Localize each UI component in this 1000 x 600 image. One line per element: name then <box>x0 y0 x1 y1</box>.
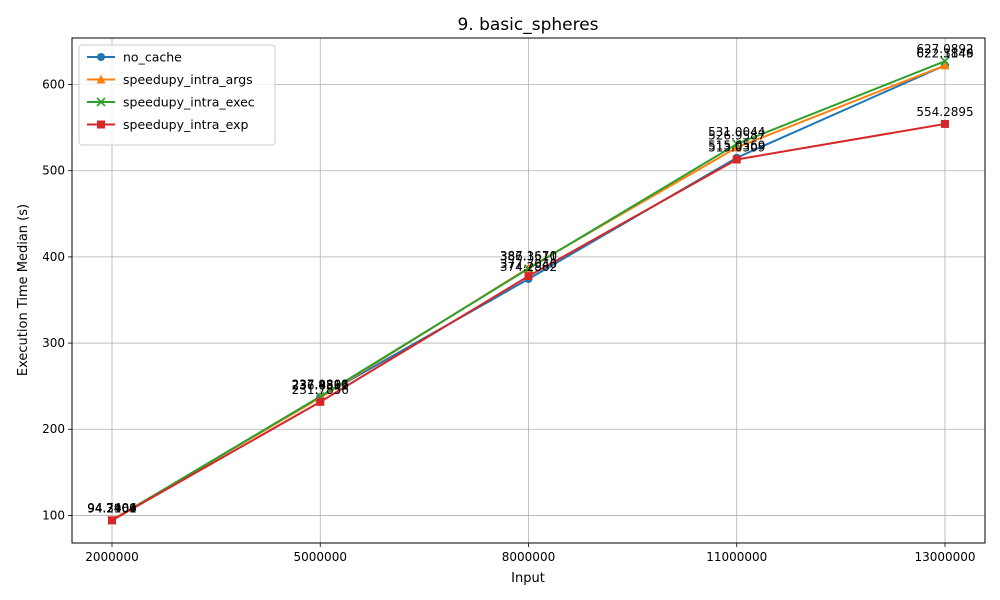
data-label: 237.4566 <box>292 378 349 392</box>
y-tick-label: 600 <box>42 78 65 92</box>
y-axis: 100 200 300 400 500 600 <box>42 78 72 522</box>
data-label: 94.7406 <box>87 501 137 515</box>
data-point <box>523 264 534 274</box>
x-tick-label: 2000000 <box>85 550 138 564</box>
data-label: 237.9891 <box>292 378 349 392</box>
data-label: 94.3109 <box>87 501 137 515</box>
data-label: 94.2401 <box>87 501 137 515</box>
x-tick-label: 5000000 <box>294 550 347 564</box>
data-point <box>97 120 105 129</box>
data-label: 531.0044 <box>708 125 765 139</box>
data-point-stroke <box>940 56 950 66</box>
data-point <box>97 53 105 61</box>
x-tick-label: 8000000 <box>502 550 555 564</box>
data-label-layer: 94.2401 237.4566 374.2862 515.0569 622.3149 9… <box>87 42 973 515</box>
chart-title: 9. basic_spheres <box>457 15 598 35</box>
data-point <box>941 119 949 128</box>
y-tick-label: 300 <box>42 336 65 350</box>
data-point <box>940 60 950 70</box>
x-tick-label: 11000000 <box>706 550 767 564</box>
legend: no_cache speedupy_intra_args speedupy_intr… <box>78 44 276 146</box>
data-label: 377.7040 <box>500 257 557 271</box>
grid-lines <box>72 38 985 543</box>
y-axis-label: Execution Time Median (s) <box>16 204 31 376</box>
data-label: 386.3511 <box>500 250 557 264</box>
data-label: 515.0569 <box>708 139 765 153</box>
data-label: 374.2862 <box>500 260 557 274</box>
y-tick-label: 500 <box>42 164 65 178</box>
legend-item-speedupy_intra_exp: speedupy_intra_exp <box>87 117 248 132</box>
y-tick-label: 100 <box>42 508 65 522</box>
data-point <box>316 397 325 406</box>
x-tick-label: 13000000 <box>914 550 975 564</box>
legend-label: speedupy_intra_exec <box>123 95 255 110</box>
data-point <box>732 155 741 164</box>
legend-label: no_cache <box>123 50 182 65</box>
y-tick-label: 400 <box>42 250 65 264</box>
legend-frame <box>78 44 276 146</box>
data-point <box>108 516 116 525</box>
data-point-stroke <box>96 97 106 107</box>
data-label: 513.0309 <box>708 140 765 154</box>
series-speedupy_intra_exp <box>108 119 949 525</box>
legend-label: speedupy_intra_args <box>123 72 253 87</box>
legend-label: speedupy_intra_exp <box>123 117 248 132</box>
data-label: 554.2895 <box>916 105 973 119</box>
data-label: 231.7856 <box>292 383 349 397</box>
data-point <box>732 139 742 149</box>
data-point <box>732 142 742 152</box>
data-point <box>940 56 950 66</box>
data-label: 94.2964 <box>87 501 137 515</box>
legend-item-speedupy_intra_args: speedupy_intra_args <box>87 72 253 87</box>
x-axis-label: Input <box>511 571 545 586</box>
legend-item-speedupy_intra_exec: speedupy_intra_exec <box>87 95 255 110</box>
legend-item-no_cache: no_cache <box>87 50 182 65</box>
data-point <box>96 74 106 84</box>
data-label: 622.3149 <box>916 46 973 60</box>
data-label: 387.1670 <box>500 249 557 263</box>
data-label: 526.9587 <box>708 128 765 142</box>
data-point <box>524 272 533 281</box>
data-point-stroke <box>732 139 742 149</box>
x-axis: 2000000 5000000 8000000 11000000 13000000 <box>85 543 976 564</box>
data-label: 622.1846 <box>916 46 973 60</box>
y-tick-label: 200 <box>42 422 65 436</box>
series-layer <box>107 56 950 525</box>
data-point-stroke <box>523 264 534 274</box>
data-label: 236.6312 <box>292 379 349 393</box>
data-label: 627.0892 <box>916 42 973 56</box>
data-point <box>96 97 106 107</box>
